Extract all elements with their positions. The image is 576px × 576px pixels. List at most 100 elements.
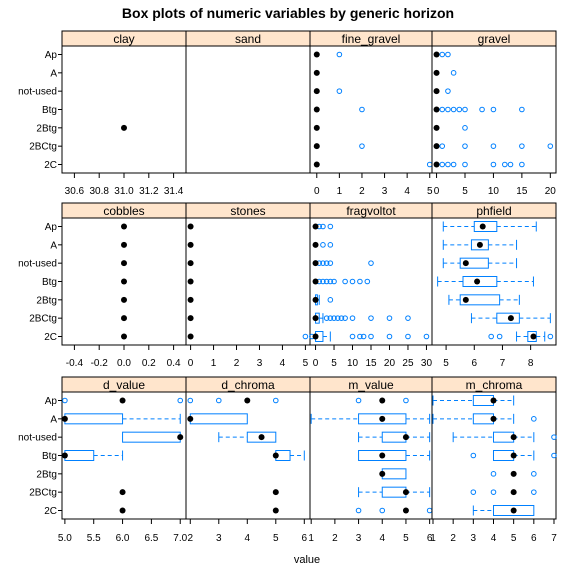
y-label-2bctg: 2BCtg	[29, 314, 57, 325]
y-label-not-used: not-used	[18, 259, 57, 270]
median-dot	[272, 507, 279, 514]
box-ap	[62, 397, 184, 404]
strip-label: fine_gravel	[342, 32, 401, 46]
box-not-used	[218, 431, 277, 443]
y-label-ap: Ap	[45, 396, 58, 407]
box-iqr	[381, 431, 407, 443]
box-iqr	[470, 239, 489, 251]
box-btg	[313, 106, 365, 113]
x-tick-label: 4	[280, 358, 286, 369]
outlier-point	[445, 106, 451, 113]
box-2btg	[121, 296, 127, 303]
x-tick-label: 31.0	[114, 186, 134, 197]
x-axis-title: value	[294, 554, 320, 566]
panel-m-value: m_value 1 2 3 4 5 6	[308, 376, 433, 544]
box-2c	[433, 161, 525, 168]
strip-label: stones	[230, 204, 265, 218]
median-dot	[121, 260, 127, 267]
outlier-point	[320, 260, 326, 266]
panel-cobbles: cobbles -0.4 -0.2 0.0 0.2 0.4	[61, 202, 187, 369]
panel-frame	[431, 391, 557, 520]
median-dot	[61, 452, 68, 459]
outlier-point	[439, 51, 446, 58]
x-tick-label: 4	[404, 186, 410, 197]
box-btg	[121, 278, 127, 285]
median-dot	[244, 397, 251, 404]
box-iqr	[473, 221, 498, 232]
box-2c	[119, 507, 126, 514]
median-dot	[121, 278, 127, 285]
x-tick-label: 5	[462, 186, 468, 197]
box-btg	[437, 276, 534, 287]
outlier-point	[349, 315, 356, 321]
panel-m-chroma: m_chroma 1 2 3 4 5 6 7	[430, 376, 557, 544]
panel-clay: clay 30.6 30.8 31.0 31.2 31.4	[61, 30, 187, 197]
median-dot	[272, 452, 279, 459]
median-dot	[476, 241, 483, 248]
median-dot	[121, 315, 127, 322]
box-btg	[61, 450, 124, 461]
box-iqr	[64, 413, 124, 425]
box-a	[433, 69, 457, 76]
median-dot	[313, 161, 320, 168]
x-tick-label: 5.5	[87, 533, 101, 544]
outlier-point	[272, 397, 279, 404]
outlier-point	[355, 507, 362, 514]
box-ap	[313, 51, 343, 58]
outlier-point	[423, 333, 430, 340]
outlier-point	[379, 507, 386, 514]
y-label-a: A	[50, 414, 57, 425]
box-ap	[187, 223, 194, 230]
outlier-point	[323, 260, 330, 266]
box-a	[187, 241, 194, 248]
outlier-point	[502, 161, 508, 168]
x-tick-label: 1	[308, 533, 314, 544]
box-2btg	[312, 294, 334, 306]
box-iqr	[246, 431, 277, 443]
box-2btg	[490, 470, 537, 477]
box-not-used	[452, 431, 557, 443]
box-iqr	[496, 312, 520, 324]
panel-d-value: d_value 5.0 5.5 6.0 6.5 7.0	[58, 376, 188, 544]
x-tick-label: 5	[443, 358, 449, 369]
y-label-2bctg: 2BCtg	[29, 488, 57, 499]
x-tick-label: 0.2	[142, 358, 156, 369]
outlier-point	[355, 397, 362, 404]
box-a	[310, 413, 431, 425]
box-iqr	[492, 431, 515, 443]
outlier-point	[320, 242, 326, 248]
y-label-ap: Ap	[45, 50, 58, 61]
outlier-point	[368, 260, 374, 266]
box-2bctg	[312, 312, 411, 324]
outlier-point	[445, 161, 451, 168]
y-label-2c: 2C	[44, 506, 57, 517]
x-tick-label: 6	[531, 533, 537, 544]
median-dot	[121, 241, 127, 248]
x-tick-label: 5	[273, 533, 279, 544]
outlier-point	[426, 161, 433, 168]
x-tick-label: 31.2	[139, 186, 159, 197]
box-2bctg	[358, 486, 431, 498]
median-dot	[312, 241, 319, 248]
median-dot	[379, 397, 386, 404]
x-tick-label: 31.4	[164, 186, 184, 197]
x-tick-label: 2	[234, 358, 240, 369]
median-dot	[510, 507, 517, 514]
outlier-point	[470, 489, 477, 495]
box-btg	[272, 450, 305, 461]
median-dot	[313, 124, 320, 131]
outlier-point	[386, 315, 393, 321]
panel-frame	[61, 45, 187, 174]
median-dot	[121, 223, 127, 230]
median-dot	[510, 452, 517, 459]
outlier-point	[490, 471, 497, 477]
median-dot	[187, 260, 194, 267]
x-tick-label: 3	[382, 186, 388, 197]
median-dot	[433, 51, 440, 58]
outlier-point	[327, 278, 334, 285]
x-tick-label: 1	[211, 358, 217, 369]
box-iqr	[459, 257, 489, 269]
outlier-point	[450, 106, 457, 113]
outlier-point	[426, 507, 433, 514]
